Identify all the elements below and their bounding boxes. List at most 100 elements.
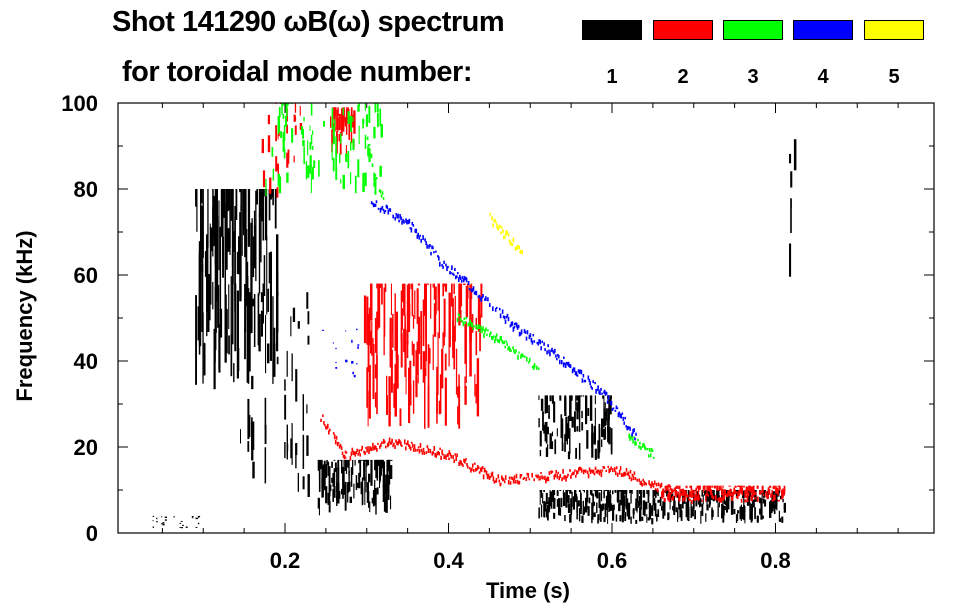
spectrogram-mark-mode-1	[591, 502, 594, 520]
ridge-point-mode-2	[520, 474, 523, 477]
spectrogram-mark-mode-1	[574, 411, 576, 432]
ridge-point-mode-4	[550, 349, 552, 352]
ridge-point-mode-2	[422, 447, 425, 452]
ridge-point-mode-2	[486, 474, 489, 480]
spectrogram-mark-mode-2	[727, 493, 729, 498]
spectrogram-mark-mode-1	[721, 490, 724, 501]
spectrogram-mark-mode-3	[367, 145, 369, 157]
ridge-point-mode-2	[475, 467, 477, 472]
spectrogram-mark-mode-2	[406, 340, 409, 359]
spectrogram-mark-mode-1	[382, 461, 385, 473]
spectrogram-mark-mode-1	[550, 491, 553, 509]
spectrogram-mark-mode-1	[235, 189, 238, 220]
ridge-point-mode-3	[524, 355, 526, 358]
spectrogram-mark-mode-1	[197, 516, 200, 518]
ridge-point-mode-2	[522, 477, 525, 480]
ridge-point-mode-4	[513, 326, 516, 329]
spectrogram-mark-mode-1	[251, 375, 254, 390]
ridge-point-mode-2	[469, 467, 471, 470]
spectrogram-mark-mode-1	[591, 432, 594, 458]
ridge-point-mode-5	[494, 218, 496, 222]
spectrogram-mark-mode-1	[686, 507, 688, 521]
ridge-point-mode-3	[368, 144, 371, 147]
spectrogram-mark-mode-2	[769, 485, 771, 488]
spectrogram-mark-mode-1	[661, 506, 663, 511]
ridge-point-mode-4	[416, 234, 419, 239]
spectrogram-mark-mode-2	[733, 487, 735, 495]
spectrogram-mark-mode-1	[582, 395, 585, 397]
spectrogram-mark-mode-2	[744, 499, 747, 503]
spectrogram-mark-mode-3	[302, 128, 304, 139]
spectrogram-mark-mode-1	[544, 501, 547, 512]
ridge-point-mode-2	[410, 441, 413, 444]
ridge-point-mode-2	[433, 446, 436, 451]
ridge-point-mode-4	[571, 368, 574, 374]
spectrogram-mark-mode-2	[460, 283, 463, 307]
ridge-point-mode-4	[607, 395, 610, 400]
spectrogram-mark-mode-2	[705, 493, 707, 502]
ridge-point-mode-4	[628, 426, 630, 429]
spectrogram-mark-mode-1	[722, 505, 725, 523]
spectrogram-mark-mode-1	[269, 251, 272, 361]
ridge-point-mode-3	[457, 313, 460, 316]
spectrogram-mark-mode-2	[372, 338, 374, 372]
spectrogram-mark-mode-1	[211, 228, 214, 252]
spectrogram-mark-mode-1	[328, 474, 331, 503]
ridge-point-mode-2	[557, 471, 559, 474]
spectrogram-mark-mode-1	[582, 490, 584, 491]
spectrogram-mark-mode-1	[778, 518, 781, 522]
spectrogram-mark-mode-3	[291, 128, 294, 143]
spectrogram-mark-mode-1	[751, 498, 753, 512]
spectrogram-mark-mode-1	[610, 428, 613, 455]
ridge-point-mode-3	[464, 321, 467, 325]
ridge-point-mode-4	[633, 428, 635, 433]
spectrogram-mark-mode-3	[335, 136, 337, 156]
ridge-point-mode-2	[320, 418, 322, 422]
spectrogram-mark-mode-2	[697, 494, 700, 497]
spectrogram-mark-mode-1	[327, 461, 330, 476]
spectrogram-mark-mode-1	[222, 189, 224, 264]
ridge-point-mode-2	[633, 471, 636, 476]
spectrogram-mark-mode-1	[284, 394, 287, 420]
ridge-point-mode-4	[432, 246, 434, 250]
ridge-point-mode-2	[441, 449, 443, 455]
spectrogram-mark-mode-2	[708, 488, 712, 490]
spectrogram-mark-mode-3	[286, 172, 289, 183]
ridge-point-mode-4	[467, 280, 470, 285]
ridge-point-mode-2	[564, 475, 566, 478]
ridge-point-mode-4	[549, 352, 551, 357]
ridge-point-mode-3	[382, 197, 385, 200]
spectrogram-mark-mode-1	[348, 459, 350, 476]
spectrogram-mark-mode-1	[750, 503, 753, 517]
spectrogram-mark-mode-2	[742, 485, 744, 487]
ridge-point-mode-4	[541, 340, 543, 343]
spectrogram-mark-mode-3	[335, 149, 337, 168]
spectrogram-mark-mode-2	[333, 107, 336, 116]
ridge-point-mode-2	[370, 447, 372, 452]
spectrogram-mark-mode-1	[597, 520, 599, 524]
ridge-point-mode-4	[564, 363, 567, 368]
spectrogram-mark-mode-2	[294, 125, 297, 135]
spectrogram-mark-mode-2	[378, 283, 380, 323]
spectrogram-mark-mode-1	[376, 487, 379, 495]
spectrogram-mark-mode-3	[309, 141, 312, 150]
spectrogram-mark-mode-1	[195, 295, 197, 385]
ridge-point-mode-2	[632, 475, 635, 481]
spectrogram-mark-mode-3	[354, 175, 357, 194]
spectrogram-mark-mode-1	[571, 491, 573, 507]
spectrogram-mark-mode-1	[569, 490, 572, 494]
spectrogram-mark-mode-1	[248, 292, 251, 334]
spectrogram-mark-mode-1	[566, 490, 568, 503]
spectrogram-mark-mode-2	[436, 366, 438, 414]
spectrogram-mark-mode-1	[598, 490, 601, 491]
spectrogram-mark-mode-1	[387, 459, 390, 472]
spectrogram-mark-mode-1	[639, 507, 642, 522]
spectrogram-mark-mode-1	[566, 423, 568, 445]
spectrogram-mark-mode-2	[444, 353, 447, 371]
spectrogram-mark-mode-1	[721, 503, 723, 519]
spectrogram-mark-mode-2	[726, 494, 728, 496]
ridge-point-mode-3	[532, 365, 535, 370]
spectrogram-mark-mode-1	[625, 490, 628, 494]
ridge-point-mode-3	[528, 361, 530, 364]
ridge-point-mode-2	[367, 446, 369, 451]
